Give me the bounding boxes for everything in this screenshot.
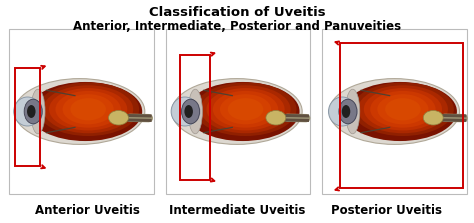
Ellipse shape [329,79,459,145]
Text: Classification of Uveitis: Classification of Uveitis [149,6,325,19]
Ellipse shape [14,79,145,145]
Ellipse shape [343,82,457,141]
Ellipse shape [24,99,42,124]
Ellipse shape [346,89,360,134]
Text: Anterior Uveitis: Anterior Uveitis [35,204,140,217]
Ellipse shape [43,85,133,133]
Ellipse shape [385,98,420,120]
Ellipse shape [194,83,297,136]
Ellipse shape [228,98,264,120]
Ellipse shape [328,97,356,126]
Ellipse shape [172,79,302,145]
Ellipse shape [186,82,300,141]
Ellipse shape [352,83,454,136]
Ellipse shape [29,101,43,122]
Ellipse shape [364,88,442,130]
Ellipse shape [266,111,286,125]
Ellipse shape [342,105,350,118]
Ellipse shape [71,98,106,120]
Ellipse shape [171,97,199,126]
Text: Intermediate Uveitis: Intermediate Uveitis [169,204,305,217]
Bar [340,43,463,188]
Ellipse shape [37,83,139,136]
Text: Posterior Uveitis: Posterior Uveitis [331,204,442,217]
Ellipse shape [63,94,114,124]
Ellipse shape [55,91,121,128]
Bar [166,29,310,194]
Ellipse shape [49,88,127,130]
Bar [322,29,467,194]
Ellipse shape [370,91,436,128]
Ellipse shape [423,111,443,125]
Ellipse shape [14,97,41,126]
Ellipse shape [184,105,193,118]
Bar [180,55,210,180]
Ellipse shape [201,85,291,133]
Ellipse shape [339,99,357,124]
Ellipse shape [28,82,142,141]
Ellipse shape [187,101,200,122]
Ellipse shape [207,88,284,130]
Ellipse shape [109,111,128,125]
Text: Anterior, Intermediate, Posterior and Panuveities: Anterior, Intermediate, Posterior and Pa… [73,20,401,33]
Bar [9,29,154,194]
Bar [15,68,40,166]
Ellipse shape [27,105,36,118]
Ellipse shape [213,91,278,128]
Ellipse shape [182,99,200,124]
Ellipse shape [344,101,357,122]
Ellipse shape [377,94,428,124]
Ellipse shape [31,89,45,134]
Ellipse shape [358,85,448,133]
Ellipse shape [188,89,202,134]
Ellipse shape [220,94,271,124]
